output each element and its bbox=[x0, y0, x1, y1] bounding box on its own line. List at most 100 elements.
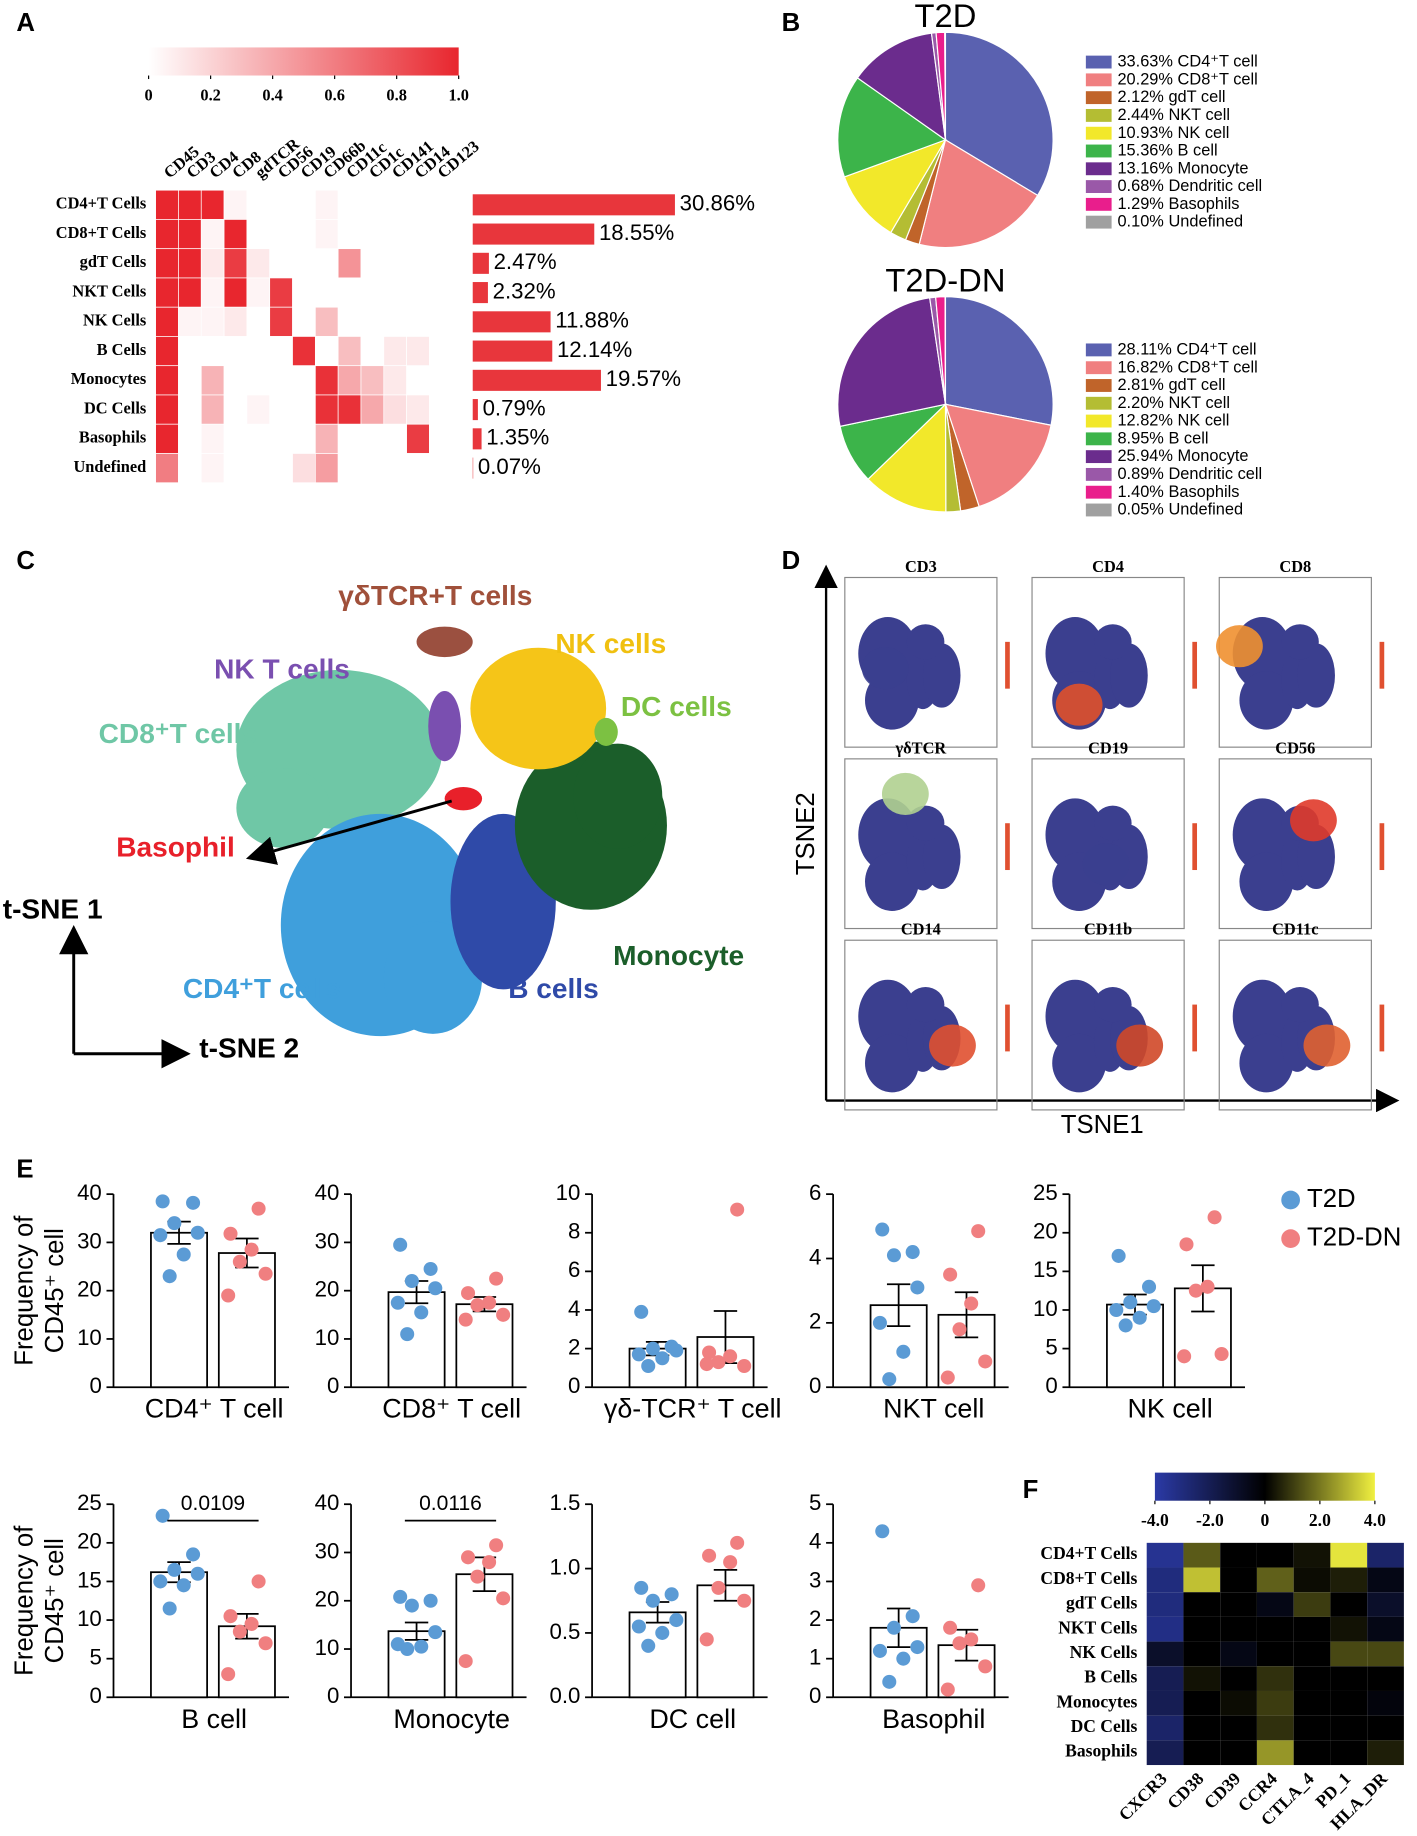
heat-cell bbox=[360, 365, 385, 396]
error-bar bbox=[713, 1568, 738, 1602]
legend-swatch bbox=[1085, 197, 1112, 211]
data-point bbox=[1118, 1318, 1133, 1333]
map-frame bbox=[844, 758, 998, 930]
y-tick-label: 3 bbox=[809, 1567, 821, 1592]
bar bbox=[472, 340, 553, 362]
legend-value: 12.82% bbox=[1117, 412, 1173, 430]
data-point bbox=[971, 1224, 986, 1239]
heat-cell bbox=[200, 336, 225, 367]
legend-swatch bbox=[1085, 379, 1112, 392]
data-point bbox=[730, 1202, 745, 1217]
heat-cell bbox=[1256, 1592, 1294, 1617]
heat-cell bbox=[383, 219, 407, 250]
data-point bbox=[1177, 1349, 1192, 1364]
map-title: CD19 bbox=[1088, 738, 1128, 757]
bar bbox=[472, 369, 601, 391]
cluster-label: B cells bbox=[508, 973, 599, 1004]
x-label: Basophil bbox=[882, 1704, 985, 1734]
data-point bbox=[872, 1643, 887, 1658]
heat-cell bbox=[1220, 1592, 1257, 1617]
legend-swatch bbox=[1085, 55, 1112, 69]
data-point bbox=[711, 1580, 726, 1595]
map-frame bbox=[844, 576, 998, 748]
y-tick-label: 8 bbox=[568, 1219, 580, 1244]
map-frame bbox=[1031, 939, 1185, 1111]
legend-name: NK cell bbox=[1178, 412, 1230, 430]
map-colorbar bbox=[1379, 1004, 1385, 1052]
legend-swatch bbox=[1085, 503, 1112, 517]
legend-entry: 20.29% CD8⁺T cell bbox=[1117, 71, 1257, 89]
data-point bbox=[669, 1613, 684, 1628]
data-point bbox=[940, 1370, 955, 1385]
heat-cell bbox=[360, 306, 385, 337]
heat-cell bbox=[1367, 1542, 1404, 1568]
heat-cell bbox=[1330, 1715, 1368, 1741]
data-point bbox=[634, 1580, 649, 1595]
heat-cell bbox=[246, 219, 271, 250]
row-label: CD4+T Cells bbox=[1040, 1543, 1137, 1563]
tsne-clusters bbox=[59, 564, 1400, 1113]
heat-cell bbox=[1256, 1641, 1294, 1667]
arrow bbox=[245, 799, 453, 865]
data-point bbox=[943, 1620, 958, 1635]
row-label: B Cells bbox=[97, 340, 147, 359]
heat-cell bbox=[178, 365, 202, 396]
heat-cell bbox=[406, 277, 430, 308]
data-point bbox=[872, 1315, 887, 1330]
map-frame bbox=[1218, 939, 1372, 1111]
legend-swatch bbox=[1085, 414, 1112, 428]
y-tick-label: 2 bbox=[809, 1606, 821, 1631]
y-tick-label: 4 bbox=[809, 1244, 821, 1269]
heat-cell bbox=[200, 453, 225, 484]
heat-cell bbox=[223, 248, 248, 279]
panel-label: C bbox=[16, 547, 35, 575]
data-point bbox=[723, 1555, 738, 1570]
heat-cell bbox=[1183, 1715, 1221, 1741]
x-label: γδ-TCR⁺ T cell bbox=[604, 1394, 782, 1424]
col-label: CD38 bbox=[1163, 1768, 1208, 1813]
map-title: CD11b bbox=[1084, 920, 1132, 939]
data-point bbox=[244, 1616, 259, 1631]
y-tick-label: 15 bbox=[77, 1567, 102, 1592]
heat-cell bbox=[1293, 1592, 1331, 1617]
map-colorbar bbox=[1379, 823, 1385, 871]
heat-cell bbox=[246, 189, 271, 220]
map-title: CD8 bbox=[1279, 557, 1311, 576]
legend-name: Monocyte bbox=[1178, 160, 1249, 178]
colorbar-label: 1.0 bbox=[448, 85, 468, 104]
heat-cell bbox=[292, 453, 316, 484]
legend-swatch bbox=[1085, 467, 1112, 481]
row-label: NKT Cells bbox=[72, 281, 146, 300]
heat-cell bbox=[1256, 1666, 1294, 1691]
legend-swatch bbox=[1085, 162, 1112, 176]
heat-cell bbox=[1146, 1641, 1184, 1667]
row-label: Undefined bbox=[73, 457, 146, 476]
heat-cell bbox=[1220, 1567, 1257, 1593]
data-point bbox=[910, 1280, 925, 1295]
y-tick-label: 30 bbox=[315, 1228, 340, 1253]
p-value: 0.0116 bbox=[419, 1492, 482, 1515]
cluster-label: NK T cells bbox=[214, 654, 350, 685]
map-colorbar bbox=[1192, 1004, 1198, 1052]
map-title: γδTCR bbox=[895, 738, 947, 757]
map-hotspot bbox=[1216, 625, 1263, 668]
data-point bbox=[461, 1286, 476, 1301]
heat-cell bbox=[1293, 1567, 1331, 1593]
cluster-label: NK cells bbox=[555, 628, 666, 659]
heat-cell bbox=[269, 394, 293, 425]
legend-entry: 2.44% NKT cell bbox=[1117, 106, 1230, 124]
panel-label: E bbox=[16, 1156, 33, 1184]
y-tick-label: 10 bbox=[1033, 1296, 1058, 1321]
bar-label: 0.07% bbox=[478, 454, 541, 479]
map-hotspot bbox=[1055, 683, 1103, 726]
map-cluster bbox=[1239, 1033, 1294, 1093]
y-tick-label: 1.5 bbox=[549, 1490, 580, 1515]
heat-cell bbox=[1330, 1567, 1368, 1593]
y-tick-label: 0 bbox=[809, 1373, 821, 1398]
data-point bbox=[404, 1598, 419, 1613]
data-point bbox=[423, 1593, 438, 1608]
legend-value: 10.93% bbox=[1117, 124, 1173, 142]
data-point bbox=[232, 1254, 247, 1269]
panel-label: B bbox=[782, 9, 801, 37]
legend-label: T2D-DN bbox=[1307, 1223, 1401, 1251]
